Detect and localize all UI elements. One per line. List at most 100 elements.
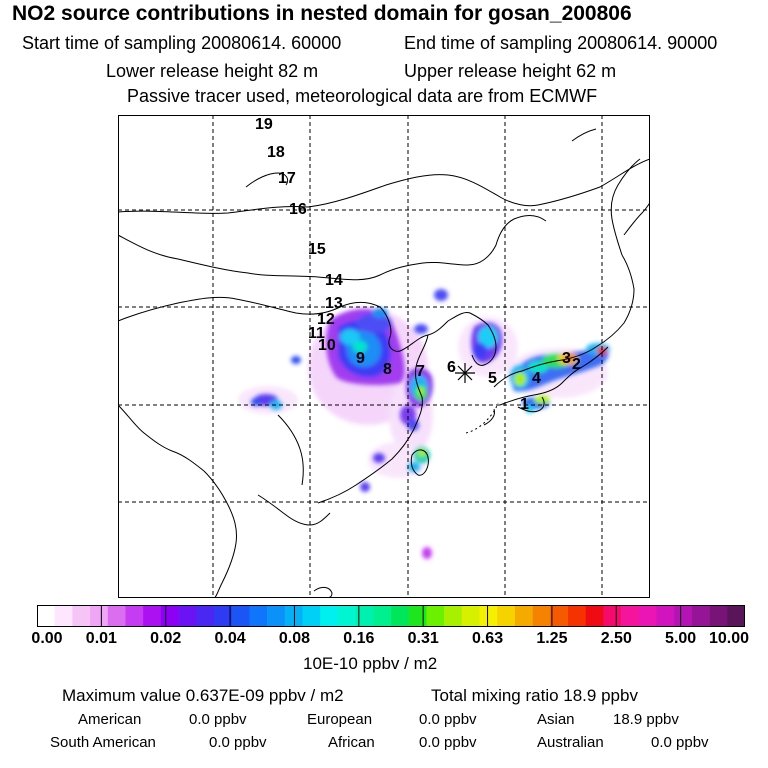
asian-value: 18.9 ppbv xyxy=(613,711,679,728)
colorbar-cell xyxy=(709,605,728,627)
colorbar-cell xyxy=(54,605,73,627)
colorbar-tick-label: 0.31 xyxy=(407,630,439,647)
colorbar-cell xyxy=(178,605,197,627)
colorbar-cell xyxy=(727,605,745,627)
page-title: NO2 source contributions in nested domai… xyxy=(12,2,632,25)
trajectory-label-14: 14 xyxy=(325,272,343,289)
colorbar-cells xyxy=(37,605,745,627)
map-grid xyxy=(118,115,650,598)
colorbar-tick-label: 2.50 xyxy=(600,630,632,647)
colorbar-tick-label: 0.08 xyxy=(278,630,311,647)
colorbar-tick-label: 0.02 xyxy=(150,630,182,647)
colorbar-tick-label: 5.00 xyxy=(665,630,697,647)
colorbar-tick-label: 0.04 xyxy=(214,630,246,647)
trajectory-label-8: 8 xyxy=(383,361,392,378)
trajectory-label-2: 2 xyxy=(572,356,581,373)
african-value: 0.0 ppbv xyxy=(419,734,477,751)
colorbar-cell xyxy=(302,605,321,627)
colorbar-cell xyxy=(284,605,303,627)
colorbar-cell xyxy=(249,605,268,627)
trajectory-label-9: 9 xyxy=(356,350,365,367)
colorbar-cell xyxy=(514,605,533,627)
colorbar-cell xyxy=(337,605,356,627)
max-value-text: Maximum value 0.637E-09 ppbv / m2 xyxy=(62,686,344,705)
trajectory-label-12: 12 xyxy=(317,311,335,328)
colorbar-cell xyxy=(373,605,392,627)
trajectory-label-5: 5 xyxy=(488,370,497,387)
colorbar-cell xyxy=(691,605,710,627)
lower-release-text: Lower release height 82 m xyxy=(106,61,319,81)
start-time-text: Start time of sampling 20080614. 60000 xyxy=(22,33,342,53)
colorbar-tick-label: 0.63 xyxy=(471,630,504,647)
colorbar-tick-label: 0.16 xyxy=(343,630,375,647)
colorbar-tick-label: 1.25 xyxy=(536,630,568,647)
colorbar-cell xyxy=(426,605,445,627)
south-american-value: 0.0 ppbv xyxy=(209,734,267,751)
colorbar-cell xyxy=(267,605,286,627)
source-contribution-map: 1 2 3 4 5 6 7 8 9 10 11 12 13 14 15 16 1… xyxy=(118,115,650,598)
colorbar-tick-label: 0.00 xyxy=(31,630,63,647)
colorbar-cell xyxy=(603,605,622,627)
colorbar-cell xyxy=(408,605,427,627)
colorbar-cell xyxy=(355,605,374,627)
colorbar-cell xyxy=(231,605,250,627)
coastlines xyxy=(118,128,650,598)
colorbar-cell xyxy=(461,605,480,627)
colorbar-cell xyxy=(497,605,516,627)
trajectory-label-13: 13 xyxy=(325,295,343,312)
colorbar-cell xyxy=(444,605,463,627)
trajectory-label-1: 1 xyxy=(520,396,529,413)
colorbar-tick-label: 0.01 xyxy=(85,630,117,647)
trajectory-label-17: 17 xyxy=(278,170,296,187)
colorbar-cell xyxy=(532,605,551,627)
colorbar-cell xyxy=(638,605,657,627)
american-label: American xyxy=(78,711,142,728)
australian-label: Australian xyxy=(537,734,604,751)
trajectory-label-4: 4 xyxy=(532,370,541,387)
trajectory-label-18: 18 xyxy=(267,144,285,161)
colorbar-cell xyxy=(72,605,91,627)
trajectory-label-6: 6 xyxy=(447,359,456,376)
australian-value: 0.0 ppbv xyxy=(651,734,709,751)
european-label: European xyxy=(307,711,373,728)
trajectory-label-10: 10 xyxy=(318,337,336,354)
upper-release-text: Upper release height 62 m xyxy=(404,61,617,81)
colorbar-cell xyxy=(320,605,339,627)
colorbar-cell xyxy=(160,605,179,627)
trajectory-label-7: 7 xyxy=(416,363,425,380)
trajectory-label-15: 15 xyxy=(308,241,326,258)
trajectory-labels: 1 2 3 4 5 6 7 8 9 10 11 12 13 14 15 16 1… xyxy=(255,116,581,413)
receptor-marker xyxy=(455,363,475,383)
colorbar-cell xyxy=(107,605,126,627)
total-mixing-text: Total mixing ratio 18.9 ppbv xyxy=(431,686,638,705)
colorbar-cell xyxy=(656,605,675,627)
colorbar-cell xyxy=(391,605,409,627)
american-value: 0.0 ppbv xyxy=(189,711,247,728)
colorbar-cell xyxy=(674,605,693,627)
colorbar-cell xyxy=(196,605,215,627)
colorbar-cell xyxy=(143,605,162,627)
trajectory-label-3: 3 xyxy=(562,350,571,367)
south-american-label: South American xyxy=(50,734,156,751)
trajectory-label-16: 16 xyxy=(289,201,307,218)
colorbar-cell xyxy=(621,605,640,627)
tracer-note-text: Passive tracer used, meteorological data… xyxy=(127,86,598,106)
contribution-plumes xyxy=(238,289,610,559)
colorbar-cell xyxy=(568,605,586,627)
asian-label: Asian xyxy=(537,711,575,728)
colorbar-cell xyxy=(585,605,604,627)
colorbar-tick-label: 10.00 xyxy=(708,630,750,647)
colorbar-units: 10E-10 ppbv / m2 xyxy=(303,654,438,673)
african-label: African xyxy=(328,734,375,751)
colorbar-cell xyxy=(479,605,498,627)
colorbar-cell xyxy=(37,605,55,627)
colorbar-cell xyxy=(550,605,569,627)
trajectory-label-19: 19 xyxy=(255,116,273,133)
trajectory-label-11: 11 xyxy=(308,325,325,342)
european-value: 0.0 ppbv xyxy=(419,711,477,728)
end-time-text: End time of sampling 20080614. 90000 xyxy=(404,33,718,53)
colorbar xyxy=(37,605,745,627)
colorbar-cell xyxy=(125,605,144,627)
colorbar-cell xyxy=(214,605,232,627)
colorbar-cell xyxy=(90,605,109,627)
